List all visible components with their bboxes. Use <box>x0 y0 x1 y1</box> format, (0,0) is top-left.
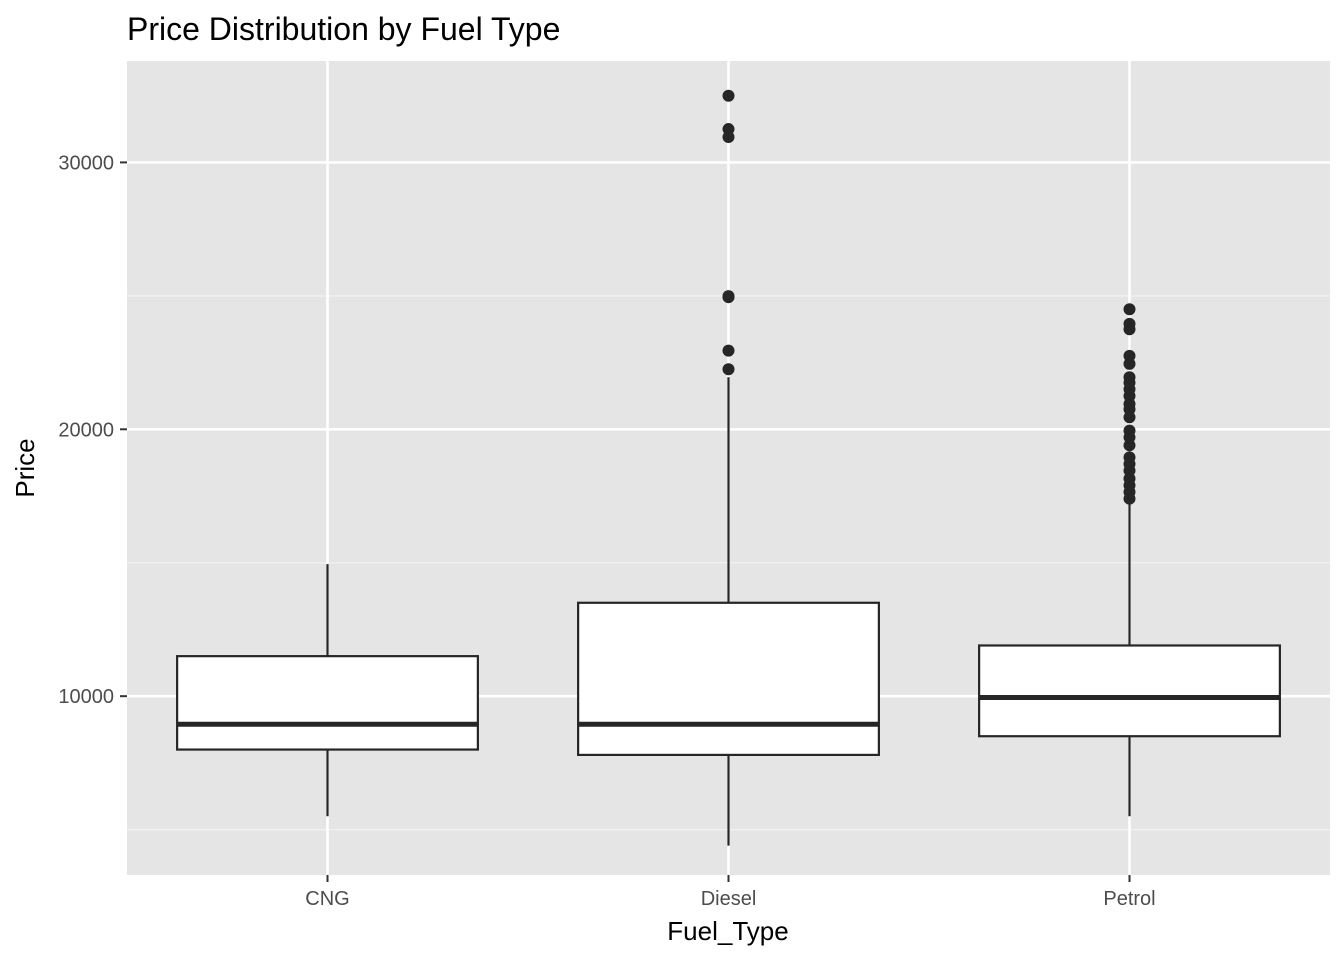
box-layer <box>176 89 1281 846</box>
outlier-point <box>1123 371 1136 384</box>
box-petrol <box>978 303 1281 817</box>
x-tick-label-petrol: Petrol <box>1103 888 1155 910</box>
box-iqr <box>978 644 1281 738</box>
y-tick-label: 30000 <box>58 152 114 174</box>
outlier-point <box>722 363 735 376</box>
x-tick-label-diesel: Diesel <box>701 888 757 910</box>
outlier-point <box>1123 317 1136 330</box>
x-tick-label-cng: CNG <box>305 888 349 910</box>
x-axis-title: Fuel_Type <box>667 916 788 946</box>
outlier-point <box>722 290 735 303</box>
outlier-point <box>722 344 735 357</box>
box-iqr <box>176 655 479 751</box>
outlier-point <box>1123 451 1136 464</box>
y-axis-title: Price <box>10 438 40 497</box>
box-diesel <box>577 89 880 846</box>
box-iqr <box>577 601 880 757</box>
outlier-point <box>1123 349 1136 362</box>
outlier-point <box>722 89 735 102</box>
y-tick-label: 20000 <box>58 419 114 441</box>
outlier-point <box>722 123 735 136</box>
chart-title: Price Distribution by Fuel Type <box>127 11 560 47</box>
box-cng <box>176 564 479 817</box>
axis-layer: 10000 20000 30000 CNG Diesel Petrol <box>58 152 1155 910</box>
outlier-point <box>1123 424 1136 437</box>
y-tick-label: 10000 <box>58 686 114 708</box>
outlier-point <box>1123 303 1136 316</box>
